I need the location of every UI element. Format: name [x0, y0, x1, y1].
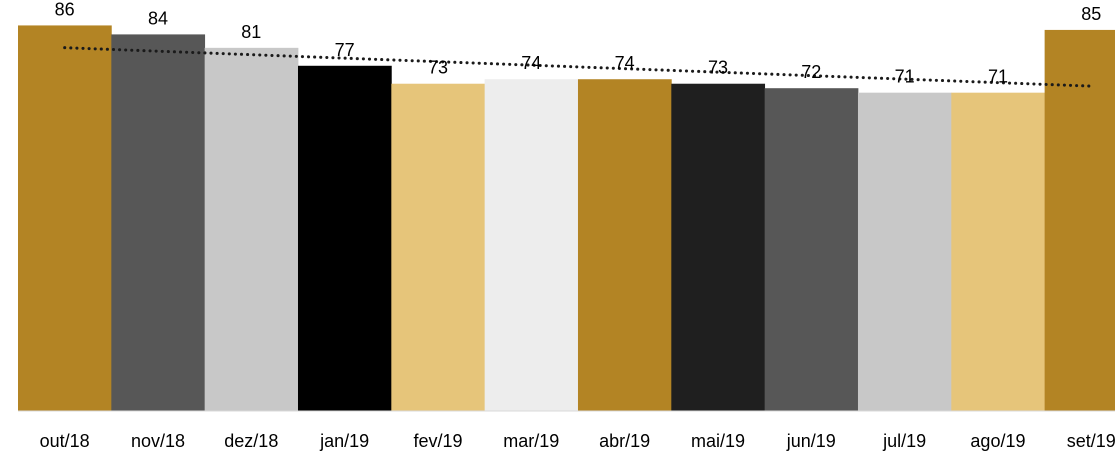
- bar-nov-18: [111, 34, 206, 412]
- data-label-abr-19: 74: [615, 53, 635, 73]
- data-label-jan-19: 77: [335, 40, 355, 60]
- data-label-jul-19: 71: [895, 67, 915, 87]
- bars-group: [18, 25, 1115, 412]
- x-tick-abr-19: abr/19: [599, 431, 650, 451]
- bar-ago-19: [951, 92, 1046, 412]
- data-label-mar-19: 74: [521, 53, 541, 73]
- data-label-out-18: 86: [55, 0, 75, 19]
- x-tick-jan-19: jan/19: [319, 431, 369, 451]
- x-tick-jul-19: jul/19: [882, 431, 926, 451]
- x-tick-jun-19: jun/19: [786, 431, 836, 451]
- bar-mar-19: [484, 79, 579, 411]
- data-label-fev-19: 73: [428, 58, 448, 78]
- x-tick-labels-group: out/18 nov/18 dez/18 jan/19 fev/19 mar/19 abr/…: [40, 431, 1115, 451]
- x-tick-mai-19: mai/19: [691, 431, 745, 451]
- x-tick-set-19: set/19: [1067, 431, 1115, 451]
- bar-set-19: [1044, 29, 1115, 411]
- bar-out-18: [18, 25, 112, 412]
- bar-jun-19: [764, 88, 859, 411]
- x-tick-dez-18: dez/18: [224, 431, 278, 451]
- data-label-mai-19: 73: [708, 58, 728, 78]
- trendline-group: [63, 46, 1093, 88]
- bar-abr-19: [577, 79, 672, 411]
- bar-dez-18: [204, 47, 299, 411]
- data-label-nov-18: 84: [148, 8, 168, 28]
- data-label-jun-19: 72: [801, 62, 821, 82]
- x-tick-nov-18: nov/18: [131, 431, 185, 451]
- trendline: [63, 46, 1093, 88]
- x-tick-fev-19: fev/19: [413, 431, 462, 451]
- x-tick-ago-19: ago/19: [970, 431, 1025, 451]
- data-label-set-19: 85: [1081, 4, 1101, 24]
- data-label-ago-19: 71: [988, 67, 1008, 87]
- bar-jan-19: [297, 65, 392, 411]
- data-labels-group: 86 84 81 77 73 74 74 73 72 71 71 85: [55, 0, 1102, 87]
- x-tick-out-18: out/18: [40, 431, 90, 451]
- bar-mai-19: [671, 83, 766, 411]
- x-tick-mar-19: mar/19: [503, 431, 559, 451]
- bar-jul-19: [857, 92, 952, 412]
- bar-fev-19: [391, 83, 486, 411]
- data-label-dez-18: 81: [241, 22, 261, 42]
